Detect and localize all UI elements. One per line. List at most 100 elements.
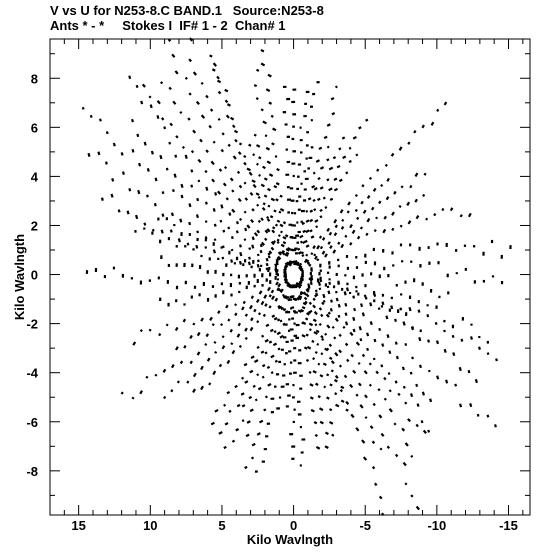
uv-point (256, 229, 261, 234)
uv-point (314, 433, 318, 438)
uv-point (416, 403, 420, 407)
uv-point (189, 37, 194, 42)
uv-point (208, 382, 212, 386)
uv-point (276, 167, 280, 172)
uv-point (221, 345, 226, 350)
uv-point (355, 289, 358, 293)
uv-point (94, 268, 98, 273)
uv-point (295, 200, 299, 203)
uv-point (235, 230, 239, 234)
uv-point (200, 317, 204, 322)
uv-point (239, 251, 243, 257)
uv-point (244, 380, 249, 384)
uv-point (329, 197, 334, 202)
x-tick-label: 5 (218, 518, 225, 533)
uv-point (161, 213, 165, 218)
uv-point (314, 219, 319, 223)
uv-point (242, 300, 246, 305)
uv-point (276, 318, 281, 322)
uv-point (224, 422, 229, 426)
uv-point (328, 281, 332, 285)
uv-point (294, 247, 298, 250)
uv-point (197, 158, 202, 164)
uv-point (256, 373, 260, 377)
uv-point (159, 297, 162, 302)
uv-point (275, 373, 280, 376)
x-tick-label: -10 (427, 518, 446, 533)
uv-point (287, 297, 291, 302)
uv-point (417, 300, 420, 304)
uv-point (291, 236, 294, 239)
uv-point (297, 362, 302, 365)
uv-point (190, 150, 195, 154)
uv-point (199, 138, 203, 143)
uv-point (173, 224, 176, 227)
uv-point (276, 287, 280, 292)
uv-point (241, 306, 245, 311)
uv-point (81, 106, 85, 110)
uv-point (236, 170, 241, 174)
uv-point (330, 97, 335, 101)
uv-point (381, 301, 385, 306)
uv-point (421, 391, 425, 396)
uv-point (309, 218, 314, 223)
uv-point (302, 229, 307, 234)
uv-point (422, 193, 426, 198)
uv-point (281, 293, 285, 297)
uv-point (246, 224, 251, 229)
uv-point (295, 336, 300, 340)
uv-point (211, 285, 215, 288)
uv-point (268, 272, 272, 277)
plot-frame (49, 38, 531, 516)
uv-point (316, 342, 320, 346)
uv-point (322, 293, 326, 299)
uv-point (232, 155, 237, 160)
uv-point (245, 285, 248, 290)
uv-point (299, 267, 304, 272)
uv-point (408, 306, 412, 312)
uv-point (258, 290, 263, 295)
uv-point (287, 246, 291, 251)
uv-point (273, 184, 278, 189)
uv-point (369, 302, 373, 307)
uv-point (233, 129, 239, 134)
uv-point (286, 160, 291, 164)
uv-point (314, 294, 318, 298)
uv-point (451, 334, 455, 338)
uv-point (365, 118, 369, 122)
uv-point (284, 123, 288, 126)
uv-point (228, 409, 232, 413)
uv-point (298, 294, 303, 299)
uv-point (244, 197, 249, 201)
uv-point (335, 297, 339, 302)
uv-point (429, 398, 433, 403)
uv-point (329, 307, 333, 312)
uv-point (318, 322, 322, 327)
uv-point (165, 323, 169, 327)
uv-point (361, 184, 365, 188)
uv-point (267, 255, 271, 259)
uv-point (235, 428, 240, 432)
uv-point (284, 310, 289, 314)
uv-point (324, 253, 328, 258)
uv-point (316, 81, 320, 84)
uv-point (288, 223, 293, 226)
uv-point (213, 238, 217, 241)
uv-point (352, 275, 356, 280)
uv-point (288, 262, 292, 266)
uv-point (237, 322, 241, 327)
uv-point (266, 218, 271, 222)
uv-point (275, 182, 280, 186)
uv-point (264, 134, 268, 138)
uv-point (326, 324, 331, 329)
uv-point (256, 259, 260, 263)
uv-point (248, 171, 253, 176)
uv-point (175, 135, 179, 139)
uv-point (305, 229, 310, 234)
uv-point (174, 70, 179, 75)
uv-point (301, 221, 306, 226)
uv-point (404, 442, 409, 447)
uv-point (274, 359, 278, 363)
uv-point (299, 138, 303, 142)
uv-point (249, 408, 254, 413)
